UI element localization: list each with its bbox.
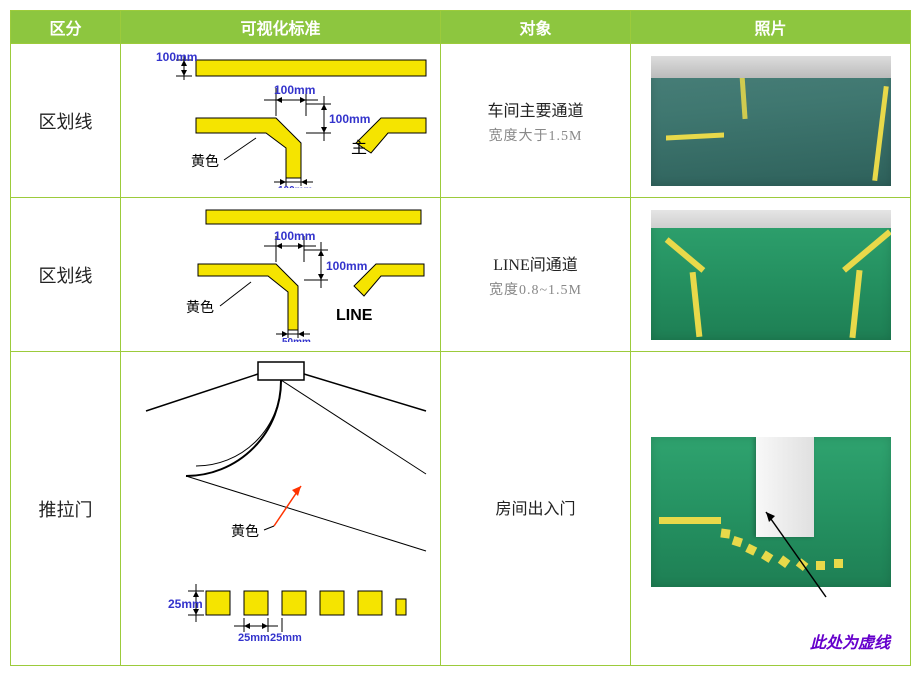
diagram-cell-2: 100mm 100mm LINE 黄色 — [121, 198, 441, 352]
color-label: 黄色 — [186, 299, 214, 316]
header-row: 区分 可视化标准 对象 照片 — [11, 11, 911, 44]
diagram-cell-1: 100mm 100mm — [121, 44, 441, 198]
target-cell-1: 车间主要通道 宽度大于1.5M — [441, 44, 631, 198]
target-cell-3: 房间出入门 — [441, 352, 631, 666]
table-row: 推拉门 — [11, 352, 911, 666]
category-cell: 区划线 — [11, 198, 121, 352]
dim-gap-w: 100mm — [274, 83, 315, 97]
target-cell-2: LINE间通道 宽度0.8~1.5M — [441, 198, 631, 352]
note-arrow — [636, 502, 906, 642]
dim-dash-w: 25mm — [238, 632, 270, 644]
dim-dash-h: 25mm — [168, 597, 203, 611]
photo-note: 此处为虚线 — [810, 629, 890, 653]
center-label: LINE — [336, 307, 373, 324]
target-main: 房间出入门 — [445, 495, 626, 519]
photo-floor-1 — [651, 56, 891, 186]
color-label: 黄色 — [231, 523, 259, 540]
standards-table: 区分 可视化标准 对象 照片 区划线 100mm — [10, 10, 911, 666]
category-cell: 推拉门 — [11, 352, 121, 666]
header-standard: 可视化标准 — [121, 11, 441, 44]
target-sub: 宽度大于1.5M — [489, 129, 583, 144]
header-category: 区分 — [11, 11, 121, 44]
dim-dash-gap: 25mm — [270, 632, 302, 644]
diagram-svg-3: 黄色 — [126, 356, 436, 656]
target-main: LINE间通道 — [445, 251, 626, 275]
diagram-cell-3: 黄色 — [121, 352, 441, 666]
header-photo: 照片 — [631, 11, 911, 44]
header-target: 对象 — [441, 11, 631, 44]
color-label: 黄色 — [191, 153, 219, 170]
table-row: 区划线 100mm — [11, 44, 911, 198]
photo-cell-1 — [631, 44, 911, 198]
photo-cell-2 — [631, 198, 911, 352]
diagram-svg-2: 100mm 100mm LINE 黄色 — [126, 202, 436, 342]
diagram-svg-1: 100mm 100mm — [126, 48, 436, 188]
dim-stem-w: 50mm — [282, 337, 311, 342]
dim-gap-h: 100mm — [326, 259, 367, 273]
dim-gap-w: 100mm — [274, 229, 315, 243]
dim-gap-h: 100mm — [329, 112, 370, 126]
target-main: 车间主要通道 — [445, 97, 626, 121]
photo-cell-3: 此处为虚线 — [631, 352, 911, 666]
dim-stem-w: 100mm — [278, 185, 313, 188]
target-sub: 宽度0.8~1.5M — [489, 283, 582, 298]
photo-floor-2 — [651, 210, 891, 340]
table-row: 区划线 100mm — [11, 198, 911, 352]
dash-blocks — [206, 591, 406, 615]
category-cell: 区划线 — [11, 44, 121, 198]
dim-top-width: 100mm — [156, 50, 197, 64]
center-label: 主 — [351, 139, 367, 157]
